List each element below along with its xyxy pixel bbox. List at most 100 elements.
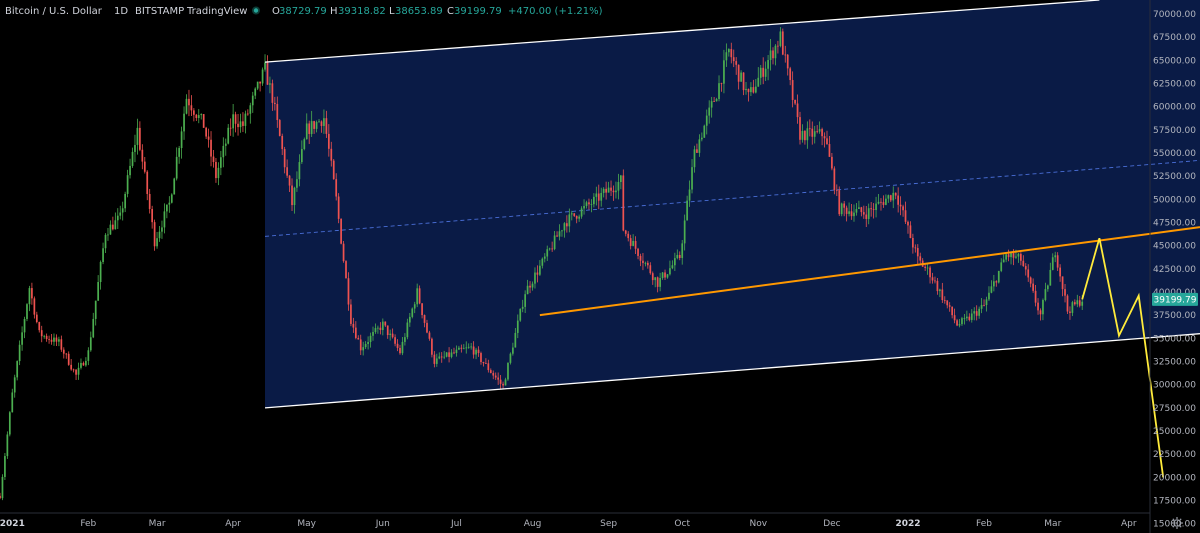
candle-body — [114, 220, 117, 230]
candle-body — [313, 121, 315, 129]
candle-body — [850, 211, 853, 217]
candle-body — [85, 360, 87, 366]
candle-body — [278, 120, 281, 136]
channel-upper-line[interactable] — [264, 0, 1100, 63]
candle-body — [543, 256, 546, 259]
candle-body — [794, 99, 796, 104]
candle-body — [75, 369, 77, 375]
candle-body — [401, 341, 404, 354]
candle-body — [1073, 302, 1076, 305]
candle-body — [831, 156, 833, 169]
candle-body — [853, 212, 855, 217]
candle-body — [777, 45, 779, 47]
candle-body — [40, 330, 43, 337]
candle-body — [254, 88, 257, 96]
candle-body — [894, 192, 897, 196]
price-axis[interactable]: 70000.00 67500.00 65000.00 62500.00 60000.00… — [1153, 10, 1196, 530]
time-tick-label: Oct — [674, 519, 690, 529]
candle-body — [806, 128, 809, 141]
candle-body — [541, 258, 544, 266]
candle-body — [31, 288, 33, 299]
candle-body — [416, 288, 419, 305]
candle-body — [413, 304, 416, 309]
candle-body — [534, 272, 536, 284]
candle-body — [875, 203, 877, 211]
time-axis[interactable]: 2021 Feb Mar Apr May Jun Jul Aug Sep Oct Nov Dec 202… — [0, 519, 1137, 529]
candle-body — [774, 45, 777, 59]
candle-body — [615, 190, 617, 193]
candle-body — [249, 105, 252, 114]
candle-body — [914, 247, 917, 249]
candle-body — [524, 294, 527, 307]
interval-label[interactable]: 1D — [114, 6, 128, 17]
candle-body — [730, 49, 733, 58]
candle-body — [781, 31, 784, 55]
candle-body — [381, 321, 384, 330]
candle-body — [271, 83, 274, 103]
candle-body — [229, 127, 232, 129]
candle-body — [487, 363, 490, 371]
candle-body — [745, 88, 747, 91]
candle-body — [180, 131, 183, 149]
candle-body — [168, 202, 171, 205]
current-price-value: 39199.79 — [1154, 295, 1197, 305]
candle-body — [315, 122, 318, 129]
candle-body — [28, 288, 31, 305]
orange-trendline[interactable] — [539, 226, 1200, 317]
candle-body — [791, 80, 794, 100]
candle-body — [983, 304, 985, 306]
candle-body — [0, 495, 1, 499]
candle-body — [369, 335, 372, 342]
channel-midline — [264, 159, 1200, 237]
candle-body — [889, 195, 892, 201]
candle-body — [170, 194, 173, 203]
candle-body — [958, 324, 961, 326]
market-status-icon — [253, 8, 259, 13]
candle-body — [121, 208, 124, 213]
candle-body — [148, 194, 151, 209]
candle-body — [671, 265, 674, 269]
candle-body — [190, 105, 193, 111]
candle-body — [318, 121, 320, 123]
time-tick-label: Aug — [524, 519, 542, 529]
candle-body — [99, 261, 102, 283]
candle-body — [197, 115, 200, 118]
candle-body — [664, 272, 666, 278]
symbol-legend[interactable]: Bitcoin / U.S. Dollar 1D BITSTAMP Tradin… — [5, 6, 603, 17]
candle-body — [136, 127, 139, 145]
candle-body — [139, 127, 141, 150]
candle-body — [352, 323, 355, 328]
candle-body — [583, 205, 585, 209]
candle-body — [288, 175, 291, 186]
candle-body — [620, 175, 622, 183]
time-tick-label: Apr — [1121, 519, 1137, 529]
candle-body — [595, 193, 598, 197]
candle-body — [607, 187, 610, 193]
candle-body — [104, 234, 107, 249]
exchange-label: BITSTAMP — [135, 6, 184, 17]
candle-body — [129, 165, 131, 176]
time-tick-label: Jul — [450, 519, 462, 529]
candle-body — [735, 61, 738, 65]
projection-path[interactable] — [1081, 237, 1165, 478]
time-tick-label: 2022 — [895, 519, 920, 529]
candle-body — [845, 207, 848, 214]
candle-body — [4, 456, 6, 477]
candle-body — [862, 212, 865, 215]
channel-lower-line[interactable] — [264, 333, 1200, 409]
candle-body — [377, 327, 379, 329]
candle-body — [227, 127, 230, 144]
candle-body — [58, 339, 60, 342]
candle-body — [1054, 255, 1057, 258]
candle-body — [504, 379, 507, 386]
candle-body — [762, 67, 765, 77]
candle-body — [539, 265, 541, 275]
candle-body — [458, 347, 460, 350]
candle-body — [828, 144, 831, 157]
candle-body — [897, 195, 900, 205]
gear-icon[interactable] — [1171, 517, 1183, 529]
price-tick-label: 32500.00 — [1153, 358, 1196, 368]
candle-body — [72, 369, 75, 371]
price-tick-label: 25000.00 — [1153, 427, 1196, 437]
